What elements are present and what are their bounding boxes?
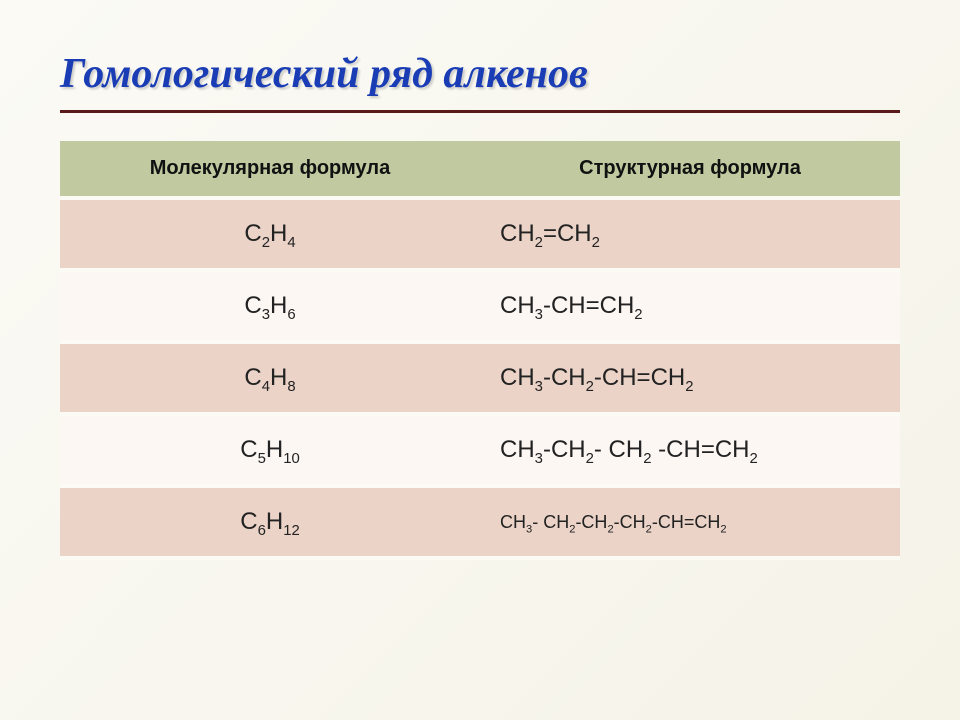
table-row: C3H6 CH3-CH=CH2 xyxy=(60,270,900,342)
cell-molecular: C5H10 xyxy=(60,414,480,486)
table-row: C5H10 CH3-CH2- CH2 -CH=CH2 xyxy=(60,414,900,486)
cell-molecular: C2H4 xyxy=(60,198,480,270)
cell-structural: CH3-CH2- CH2 -CH=CH2 xyxy=(480,414,900,486)
table-row: C4H8 CH3-CH2-CH=CH2 xyxy=(60,342,900,414)
cell-structural: CH2=CH2 xyxy=(480,198,900,270)
table-header-row: Молекулярная формула Структурная формула xyxy=(60,141,900,198)
col-header-molecular: Молекулярная формула xyxy=(60,141,480,198)
col-header-structural: Структурная формула xyxy=(480,141,900,198)
table-row: C6H12 CH3- CH2-CH2-CH2-CH=CH2 xyxy=(60,486,900,558)
cell-structural: CH3-CH2-CH=CH2 xyxy=(480,342,900,414)
cell-molecular: C4H8 xyxy=(60,342,480,414)
cell-structural: CH3-CH=CH2 xyxy=(480,270,900,342)
cell-structural: CH3- CH2-CH2-CH2-CH=CH2 xyxy=(480,486,900,558)
slide-title: Гомологический ряд алкенов xyxy=(60,50,920,98)
homologous-series-table: Молекулярная формула Структурная формула… xyxy=(60,141,900,560)
title-underline xyxy=(60,110,900,113)
table-row: C2H4 CH2=CH2 xyxy=(60,198,900,270)
cell-molecular: C6H12 xyxy=(60,486,480,558)
cell-molecular: C3H6 xyxy=(60,270,480,342)
